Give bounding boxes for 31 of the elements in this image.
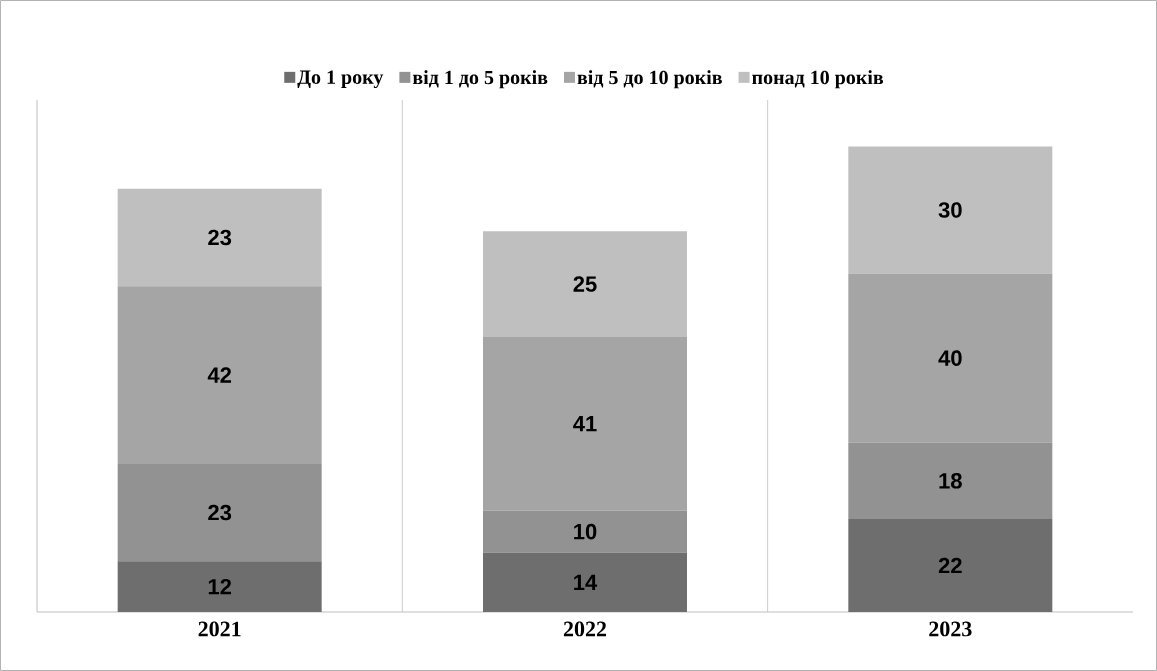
data-label: 22 bbox=[938, 557, 962, 574]
legend-label: понад 10 років bbox=[752, 70, 884, 89]
x-tick-label: 2023 bbox=[929, 621, 972, 637]
bar bbox=[848, 146, 1053, 274]
legend-label: До 1 року bbox=[297, 70, 384, 89]
bar bbox=[848, 518, 1053, 612]
data-label: 42 bbox=[207, 367, 232, 383]
x-tick-label: 2022 bbox=[563, 621, 607, 637]
legend-label: від 5 до 10 років bbox=[577, 70, 722, 89]
bar bbox=[483, 231, 687, 337]
data-label: 25 bbox=[573, 276, 597, 292]
bar bbox=[483, 552, 687, 612]
bar bbox=[848, 442, 1053, 519]
data-label: 23 bbox=[208, 229, 232, 246]
bar bbox=[483, 510, 687, 553]
data-label: 10 bbox=[574, 523, 597, 540]
bar bbox=[117, 286, 322, 464]
data-label: 41 bbox=[573, 416, 597, 432]
x-tick-label: 2021 bbox=[198, 621, 241, 637]
data-label: 14 bbox=[574, 574, 598, 590]
bar bbox=[117, 561, 322, 612]
data-label: 12 bbox=[208, 578, 232, 595]
data-label: 18 bbox=[939, 473, 962, 489]
data-label: 40 bbox=[938, 350, 962, 366]
data-label: 30 bbox=[938, 202, 962, 218]
bar bbox=[483, 336, 687, 511]
legend-label: від 1 до 5 років bbox=[412, 70, 548, 89]
bar bbox=[848, 273, 1053, 443]
bar bbox=[117, 188, 322, 287]
data-label: 23 bbox=[208, 504, 232, 521]
bar bbox=[117, 463, 322, 562]
